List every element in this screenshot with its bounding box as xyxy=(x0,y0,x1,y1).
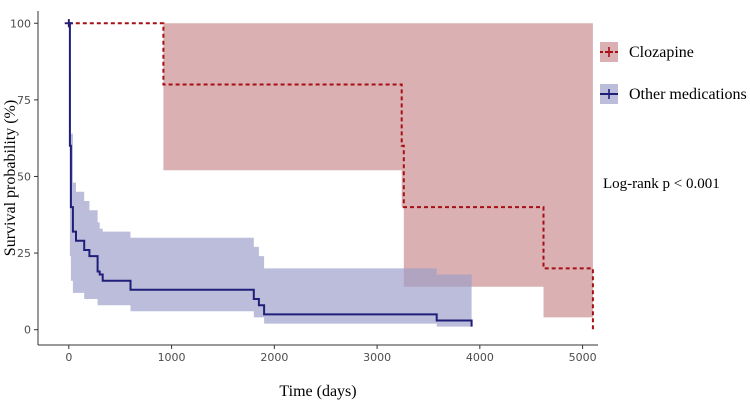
legend-label: Clozapine xyxy=(629,44,694,61)
y-tick-label: 25 xyxy=(17,247,31,260)
censor-mark xyxy=(64,19,73,28)
log-rank-annotation: Log-rank p < 0.001 xyxy=(603,176,720,192)
x-axis-title: Time (days) xyxy=(279,383,356,400)
survival-curves xyxy=(64,19,594,330)
legend-censor-mark xyxy=(605,89,613,99)
y-axis-title: Survival probability (%) xyxy=(2,100,19,256)
y-tick-label: 0 xyxy=(24,324,31,337)
legend: Clozapine Other medications xyxy=(600,42,747,104)
legend-censor-mark xyxy=(605,47,613,57)
axes xyxy=(37,11,598,346)
x-tick-label: 3000 xyxy=(363,351,391,364)
x-tick-label: 0 xyxy=(65,351,72,364)
ticks: 0 1000 2000 3000 4000 5000 0 25 50 75 100 xyxy=(10,17,597,364)
x-tick-label: 5000 xyxy=(569,351,597,364)
survival-curve xyxy=(68,22,473,327)
survival-curve xyxy=(68,22,594,330)
confidence-bands xyxy=(68,23,593,327)
x-tick-label: 2000 xyxy=(260,351,288,364)
x-tick-label: 4000 xyxy=(466,351,494,364)
confidence-band xyxy=(68,23,472,327)
y-tick-label: 50 xyxy=(17,170,31,183)
confidence-band xyxy=(68,23,593,318)
x-tick-label: 1000 xyxy=(158,351,186,364)
y-tick-label: 100 xyxy=(10,17,31,30)
y-tick-label: 75 xyxy=(17,94,31,107)
legend-label: Other medications xyxy=(629,86,747,103)
